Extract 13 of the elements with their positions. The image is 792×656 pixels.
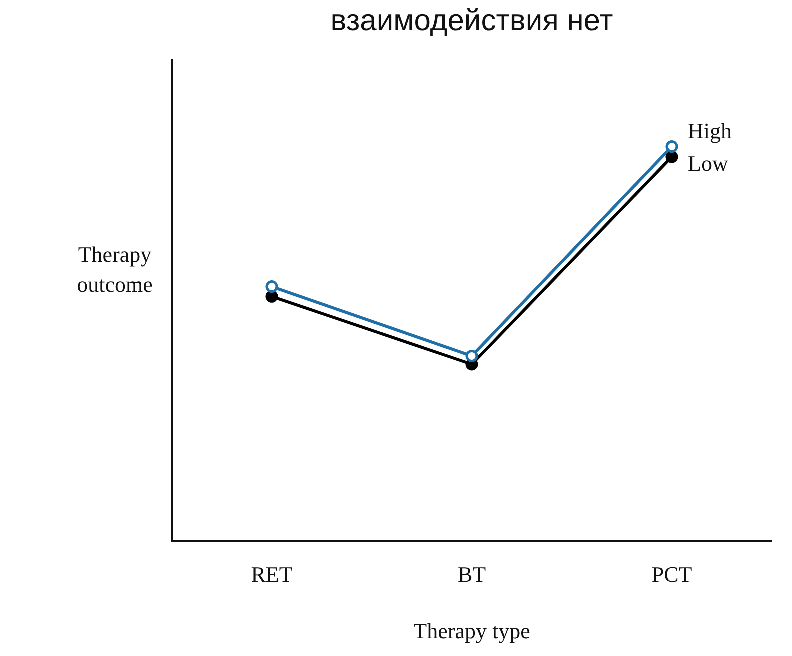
- series-label: High: [688, 118, 732, 144]
- y-axis-title: Therapy outcome: [76, 241, 154, 299]
- point: [266, 280, 278, 294]
- point: [266, 290, 278, 303]
- x-tick-label: BT: [458, 562, 487, 588]
- x-tick-label: PCT: [652, 562, 693, 588]
- point: [466, 350, 478, 362]
- series-label: Low: [688, 150, 728, 176]
- x-axis-title: Therapy type: [414, 618, 530, 644]
- point: [666, 150, 678, 164]
- point: [666, 140, 678, 154]
- x-tick-label: RET: [251, 562, 294, 588]
- chart-title: взаимодействия нет: [330, 4, 614, 38]
